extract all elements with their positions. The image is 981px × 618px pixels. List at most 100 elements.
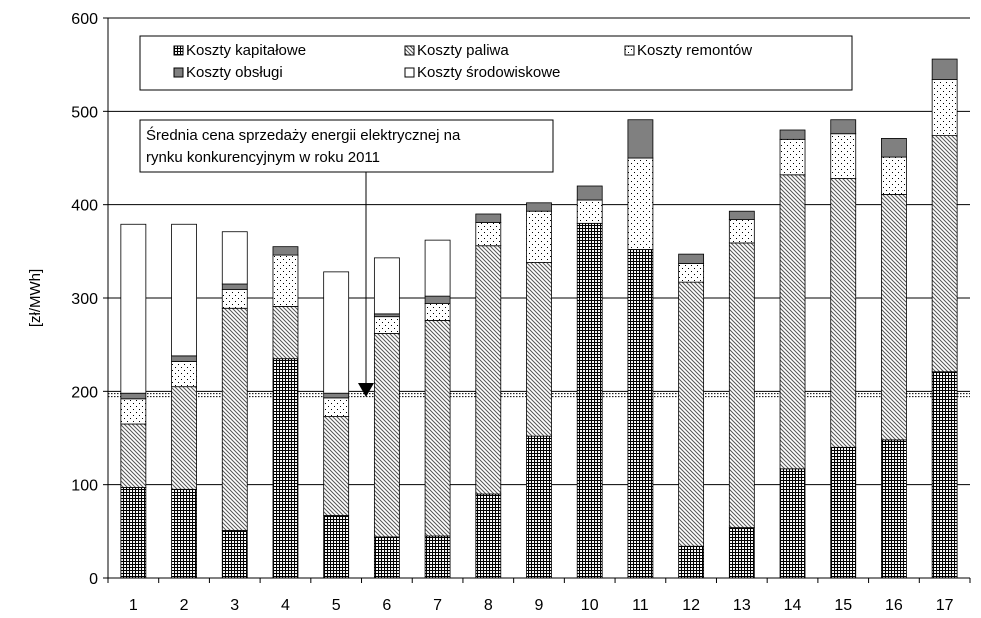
legend-item-kapitalowe: Koszty kapitałowe [173,42,306,59]
y-tick-label: 400 [71,198,98,215]
annotation-line-2: rynku konkurencyjnym w roku 2011 [146,149,380,166]
bar-segment-obs-14 [779,129,806,140]
legend-swatch-paliwa [404,45,415,56]
bar-segment-sro-1 [120,223,147,394]
bar-segment-pal-5 [323,416,350,516]
bar-segment-rem-11 [627,157,654,250]
legend-label-remontow: Koszty remontów [637,42,752,59]
bar-segment-kap-3 [221,530,248,579]
bar-segment-rem-5 [323,397,350,417]
bar-segment-kap-15 [830,446,857,579]
bar-segment-obs-8 [475,213,502,223]
y-tick-label: 300 [71,291,98,308]
reference-line [108,393,970,398]
bar-segment-rem-9 [526,210,552,263]
x-tick-label: 5 [332,597,341,614]
bar-segment-kap-10 [576,222,603,579]
bar-segment-rem-16 [881,156,907,195]
x-tick-label: 3 [230,597,239,614]
y-tick-labels: 0 100 200 300 400 500 600 [71,11,98,588]
bar-segment-rem-6 [373,316,400,334]
bar-segment-kap-14 [779,468,806,579]
bar-segment-pal-4 [272,305,299,360]
bar-segment-kap-17 [931,371,958,579]
y-tick-label: 600 [71,11,98,28]
bar-segment-kap-16 [881,439,907,579]
bar-segment-pal-9 [526,262,552,437]
bar-segment-obs-1 [120,392,147,400]
bar-segment-kap-1 [120,487,147,579]
x-tick-label: 13 [733,597,751,614]
legend-item-paliwa: Koszty paliwa [404,42,509,59]
x-tick-label: 17 [936,597,954,614]
bar-segment-kap-13 [728,527,755,579]
bar-segment-obs-10 [576,185,603,201]
bar-segment-sro-6 [373,257,400,315]
bar-segment-rem-3 [221,289,248,309]
x-tick-label: 8 [484,597,493,614]
bar-segment-pal-2 [171,386,197,490]
bar-segment-pal-7 [424,319,451,537]
bar-segment-obs-3 [221,283,248,290]
bar-segment-sro-2 [171,223,197,357]
bar-segment-rem-15 [830,133,857,179]
x-tick-label: 14 [784,597,802,614]
bar-segment-rem-7 [424,303,451,321]
legend-label-paliwa: Koszty paliwa [417,42,509,59]
legend-swatch-kapitalowe [173,45,184,56]
bar-segment-obs-2 [171,355,197,362]
bar-segment-kap-7 [424,535,451,579]
legend-swatch-obslugi [173,67,184,78]
x-tick-label: 12 [682,597,700,614]
x-tick-label: 7 [433,597,442,614]
bar-segment-pal-1 [120,423,147,488]
bar-segment-pal-6 [373,333,400,538]
bar-segment-kap-9 [526,435,552,579]
bar-segment-obs-9 [526,202,552,212]
bar-segment-kap-6 [373,536,400,579]
x-tick-label: 1 [129,597,138,614]
y-tick-label: 100 [71,478,98,495]
legend-label-srodowiskowe: Koszty środowiskowe [417,64,560,81]
bar-segment-kap-8 [475,493,502,579]
bar-segment-pal-15 [830,178,857,448]
x-tick-label: 2 [180,597,189,614]
bar-segment-rem-2 [171,361,197,388]
bar-segment-obs-13 [728,210,755,220]
legend-swatch-remontow [624,45,635,56]
annotation-arrow-head [358,383,374,397]
axes [103,17,971,583]
bar-segment-pal-14 [779,174,806,470]
bar-segment-rem-12 [678,263,705,283]
bar-segment-obs-5 [323,392,350,399]
x-tick-labels: 1 2 3 4 5 6 7 8 9 10 11 12 13 14 15 16 17 [129,597,954,614]
bar-segment-obs-12 [678,253,705,264]
bar-segment-rem-13 [728,219,755,244]
bar-segment-obs-4 [272,246,299,256]
bars [120,58,958,579]
legend: Koszty kapitałowe Koszty paliwa Koszty r… [139,35,853,91]
bar-segment-pal-3 [221,307,248,531]
price-annotation: Średnia cena sprzedaży energii elektrycz… [139,119,554,397]
legend-item-obslugi: Koszty obsługi [173,64,283,81]
bar-segment-kap-2 [171,488,197,579]
annotation-line-1: Średnia cena sprzedaży energii elektrycz… [146,126,461,144]
bar-segment-kap-12 [678,545,705,579]
legend-item-remontow: Koszty remontów [624,42,752,59]
legend-label-obslugi: Koszty obsługi [186,64,283,81]
bar-segment-rem-17 [931,79,958,136]
bar-segment-pal-17 [931,135,958,373]
x-tick-label: 15 [834,597,852,614]
legend-label-kapitalowe: Koszty kapitałowe [186,42,306,59]
x-tick-label: 9 [535,597,544,614]
bar-segment-obs-7 [424,295,451,304]
bar-segment-kap-5 [323,515,350,579]
bar-segment-pal-12 [678,281,705,547]
bar-segment-rem-4 [272,254,299,307]
bar-segment-rem-1 [120,398,147,425]
annotation-box [139,119,554,173]
bar-segment-kap-4 [272,358,299,579]
y-tick-label: 500 [71,104,98,121]
bar-segment-sro-7 [424,239,451,297]
